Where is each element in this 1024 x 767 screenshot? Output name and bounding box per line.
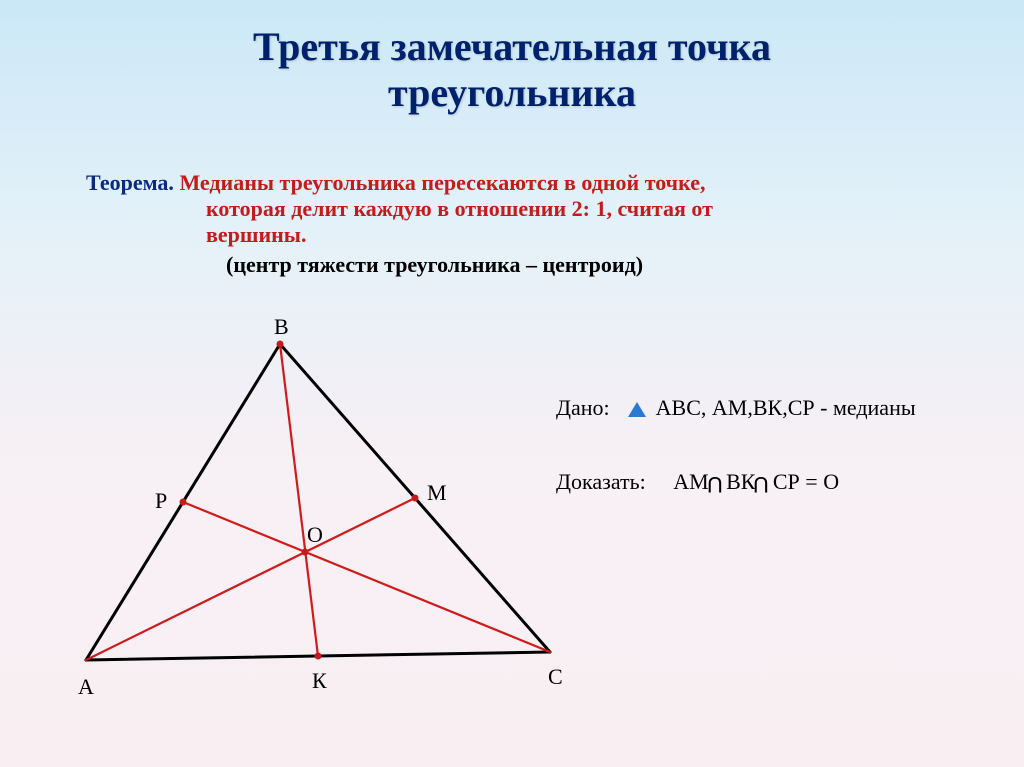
given-block: Дано: АВС, АМ,ВК,СР - медианы Доказать: … [556, 395, 996, 545]
midpoint-label-M: М [427, 480, 447, 506]
theorem-line1: Медианы треугольника пересекаются в одно… [179, 170, 705, 195]
centroid-label-O: О [307, 522, 323, 548]
prove-bk: ВК [726, 469, 755, 494]
theorem-label: Теорема. [86, 170, 174, 195]
title-line2: треугольника [388, 70, 636, 115]
prove-cp: СР = О [773, 469, 839, 494]
given-text: АВС, АМ,ВК,СР - медианы [656, 395, 916, 420]
vertex-label-C: С [548, 664, 563, 690]
triangle-icon [628, 402, 646, 417]
theorem-line2: которая делит каждую в отношении 2: 1, с… [206, 196, 906, 222]
prove-am: АМ [673, 469, 708, 494]
midpoint-label-P: Р [155, 488, 167, 514]
given-label: Дано: [556, 395, 610, 420]
triangle-svg [62, 320, 582, 720]
triangle-diagram: А В С Р М К О [62, 320, 582, 720]
theorem-block: Теорема. Медианы треугольника пересекают… [86, 170, 906, 278]
prove-row: Доказать: АМU ВКU СР = О [556, 469, 996, 497]
given-row: Дано: АВС, АМ,ВК,СР - медианы [556, 395, 996, 421]
title-line1: Третья замечательная точка [253, 24, 771, 69]
intersect-icon: U [707, 471, 723, 497]
midpoint-label-K: К [312, 668, 327, 694]
theorem-line3: вершины. [206, 222, 906, 248]
intersect-icon: U [753, 471, 769, 497]
vertex-label-B: В [274, 314, 289, 340]
page-title: Третья замечательная точка треугольника [0, 0, 1024, 116]
theorem-subnote: (центр тяжести треугольника – центроид) [226, 252, 906, 278]
vertex-label-A: А [78, 674, 94, 700]
prove-label: Доказать: [556, 469, 646, 494]
